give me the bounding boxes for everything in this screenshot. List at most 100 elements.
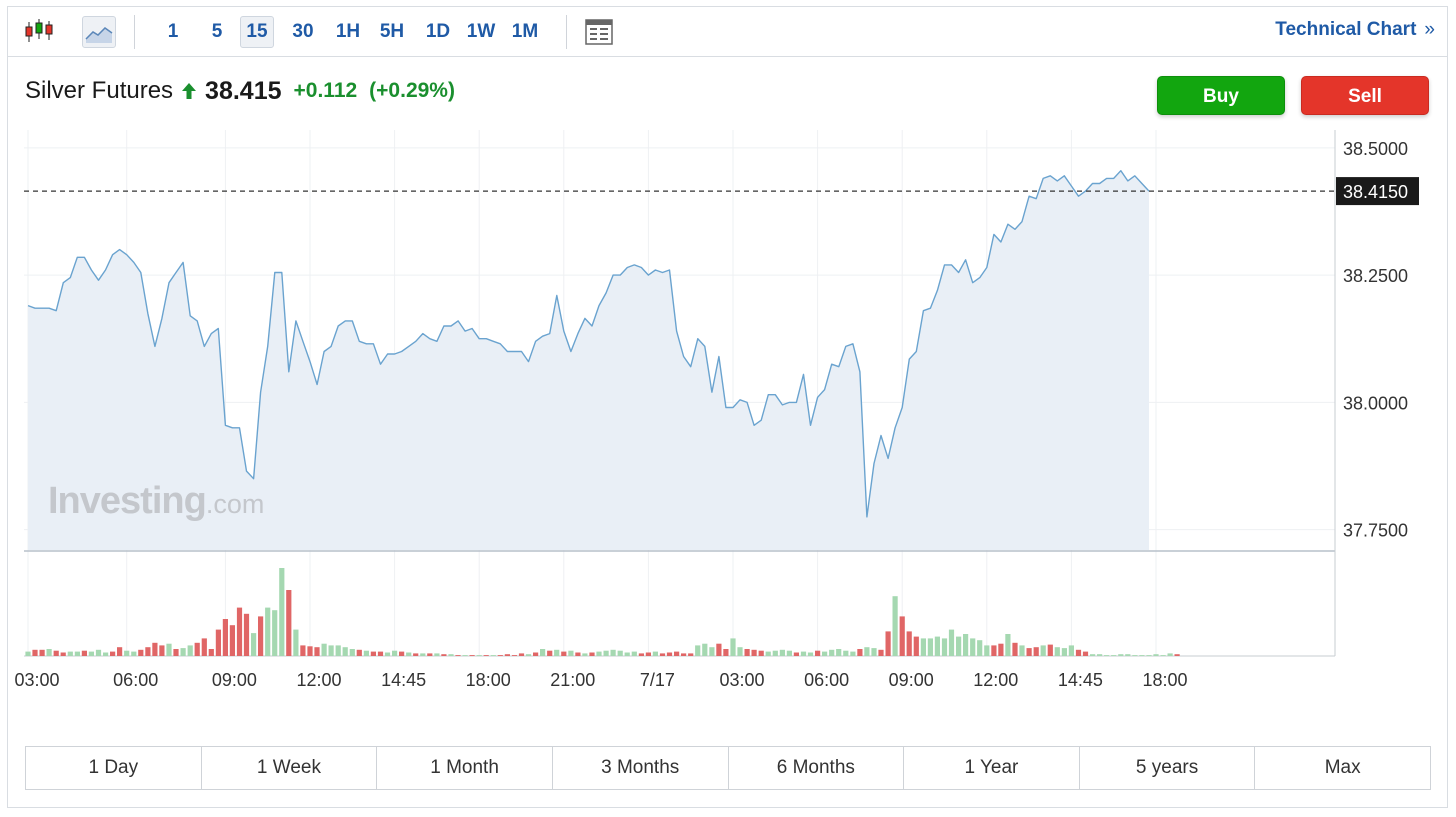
volume-bar bbox=[222, 619, 228, 656]
x-tick-label: 21:00 bbox=[550, 670, 595, 690]
volume-bar bbox=[187, 645, 193, 656]
volume-bar bbox=[843, 650, 849, 656]
volume-bar bbox=[751, 649, 757, 656]
volume-bar bbox=[899, 616, 905, 656]
volume-bar bbox=[377, 651, 384, 656]
x-tick-label: 7/17 bbox=[640, 670, 675, 690]
interval-1d[interactable]: 1D bbox=[425, 21, 451, 42]
range-5-years[interactable]: 5 years bbox=[1079, 747, 1256, 789]
volume-bar bbox=[124, 650, 130, 656]
range-1-month[interactable]: 1 Month bbox=[377, 747, 553, 789]
range-max[interactable]: Max bbox=[1255, 747, 1430, 789]
volume-bar bbox=[1054, 647, 1060, 656]
interval-1w[interactable]: 1W bbox=[466, 21, 496, 42]
volume-bar bbox=[1097, 654, 1103, 656]
interval-30[interactable]: 30 bbox=[292, 21, 314, 42]
interval-1[interactable]: 1 bbox=[167, 21, 179, 42]
volume-bar bbox=[258, 616, 264, 656]
candlestick-icon[interactable] bbox=[22, 16, 56, 48]
x-tick-label: 14:45 bbox=[1058, 670, 1103, 690]
volume-bar bbox=[511, 655, 518, 656]
volume-bar bbox=[236, 607, 243, 656]
volume-bar bbox=[885, 631, 891, 656]
range-3-months[interactable]: 3 Months bbox=[552, 747, 729, 789]
volume-bar bbox=[67, 651, 73, 656]
data-table-icon[interactable] bbox=[582, 16, 616, 48]
volume-bar bbox=[871, 648, 877, 656]
range-1-week[interactable]: 1 Week bbox=[201, 747, 378, 789]
volume-bar bbox=[1139, 655, 1145, 656]
range-1-day[interactable]: 1 Day bbox=[26, 747, 202, 789]
volume-bar bbox=[822, 651, 828, 656]
volume-bar bbox=[504, 654, 510, 656]
x-tick-label: 06:00 bbox=[804, 670, 849, 690]
volume-bar bbox=[850, 651, 856, 656]
interval-15[interactable]: 15 bbox=[240, 16, 274, 48]
volume-bar bbox=[434, 653, 440, 656]
volume-bar bbox=[652, 651, 658, 656]
volume-bar bbox=[243, 613, 250, 656]
volume-bar bbox=[554, 649, 560, 656]
range-6-months[interactable]: 6 Months bbox=[728, 747, 905, 789]
line-chart-icon[interactable] bbox=[82, 16, 116, 48]
volume-bar bbox=[314, 647, 320, 656]
technical-chart-link[interactable]: Technical Chart » bbox=[1275, 19, 1435, 41]
volume-bar bbox=[927, 638, 933, 656]
volume-bar bbox=[279, 568, 285, 656]
y-tick-label: 38.0000 bbox=[1343, 393, 1408, 413]
sell-button[interactable]: Sell bbox=[1301, 76, 1429, 115]
volume-bar bbox=[582, 653, 588, 656]
volume-bar bbox=[533, 652, 539, 656]
volume-bar bbox=[575, 652, 581, 656]
volume-bar bbox=[779, 649, 785, 656]
volume-bar bbox=[399, 651, 405, 656]
volume-bar bbox=[666, 652, 673, 656]
volume-bar bbox=[730, 638, 736, 656]
volume-bar bbox=[490, 655, 496, 656]
last-price-tag bbox=[1336, 177, 1419, 206]
volume-bar bbox=[25, 651, 31, 656]
interval-5[interactable]: 5 bbox=[211, 21, 223, 42]
buy-button[interactable]: Buy bbox=[1157, 76, 1285, 115]
volume-bar bbox=[53, 650, 59, 656]
volume-bar bbox=[265, 607, 271, 656]
volume-bar bbox=[60, 652, 66, 656]
volume-bar bbox=[88, 651, 94, 656]
volume-bar bbox=[131, 651, 137, 656]
time-range-selector: 1 Day 1 Week 1 Month 3 Months 6 Months 1 Year… bbox=[25, 746, 1431, 790]
interval-5h[interactable]: 5H bbox=[379, 21, 405, 42]
price-change-percent: (+0.29%) bbox=[369, 79, 455, 102]
volume-bar bbox=[638, 653, 644, 656]
volume-bar bbox=[81, 650, 87, 656]
volume-bars bbox=[25, 568, 1180, 656]
volume-bar bbox=[46, 649, 52, 656]
y-tick-label: 38.5000 bbox=[1343, 139, 1408, 159]
price-line bbox=[27, 170, 1150, 518]
volume-bar bbox=[695, 645, 701, 656]
interval-1m[interactable]: 1M bbox=[511, 21, 539, 42]
technical-chart-label: Technical Chart bbox=[1275, 19, 1417, 40]
volume-bar bbox=[448, 654, 454, 656]
volume-bar bbox=[906, 631, 912, 656]
volume-bar bbox=[1132, 655, 1138, 656]
volume-bar bbox=[229, 625, 235, 656]
volume-bar bbox=[356, 649, 362, 656]
interval-1h[interactable]: 1H bbox=[335, 21, 361, 42]
volume-bar bbox=[1033, 647, 1039, 656]
volume-bar bbox=[688, 653, 694, 656]
volume-bar bbox=[469, 655, 475, 656]
volume-bar bbox=[793, 652, 799, 656]
volume-bar bbox=[103, 652, 109, 656]
volume-bar bbox=[1082, 651, 1089, 656]
volume-bar bbox=[159, 645, 165, 656]
volume-bar bbox=[1026, 648, 1032, 656]
y-tick-label: 37.7500 bbox=[1343, 521, 1408, 541]
volume-bar bbox=[1005, 634, 1011, 656]
volume-bar bbox=[1153, 654, 1159, 656]
x-tick-label: 12:00 bbox=[973, 670, 1018, 690]
volume-bar bbox=[561, 651, 567, 656]
range-1-year[interactable]: 1 Year bbox=[904, 747, 1080, 789]
price-area bbox=[28, 170, 1149, 550]
volume-bar bbox=[948, 629, 955, 656]
